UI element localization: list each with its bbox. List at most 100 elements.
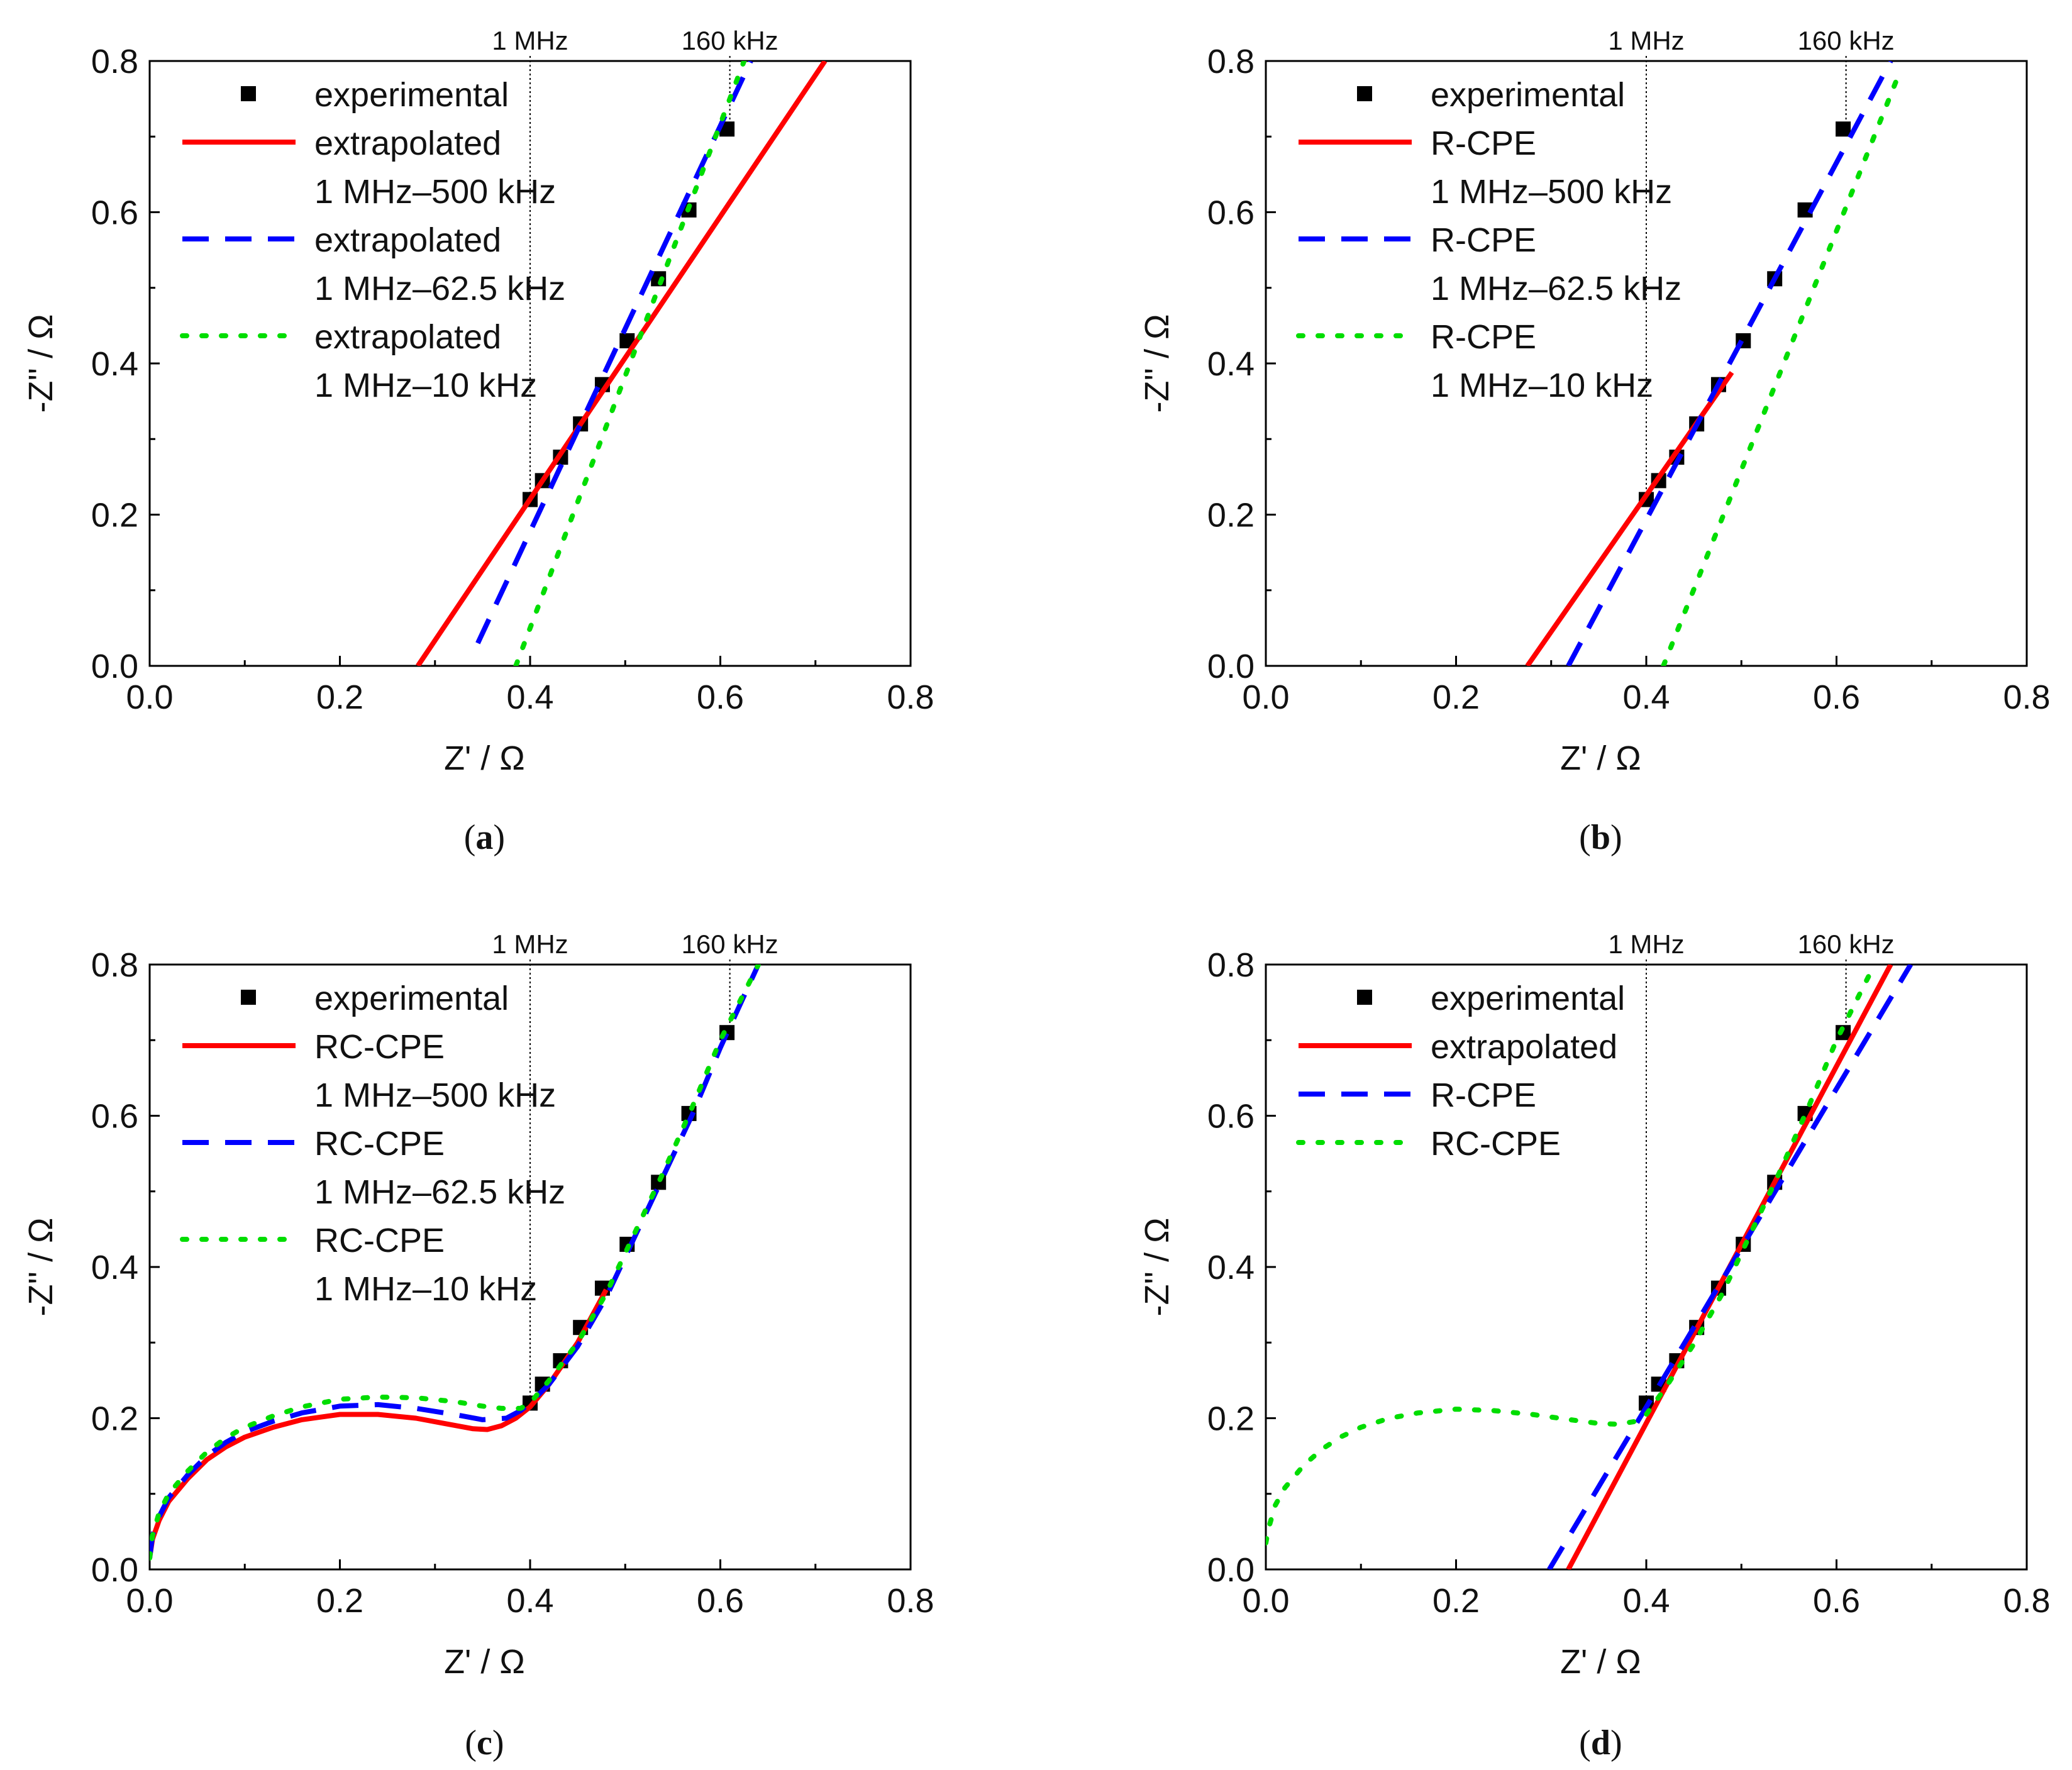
legend-label: experimental xyxy=(314,76,509,114)
y-tick-label: 0.2 xyxy=(91,1400,138,1438)
x-tick-label: 0.8 xyxy=(2003,1582,2050,1620)
legend-label: R-CPE xyxy=(1431,124,1536,162)
y-tick-label: 0.0 xyxy=(1207,1551,1255,1589)
x-tick-label: 0.2 xyxy=(316,1582,363,1620)
frequency-label: 1 MHz xyxy=(492,929,568,959)
y-tick-label: 0.4 xyxy=(1207,1249,1255,1286)
x-axis-title: Z' / Ω xyxy=(444,739,525,777)
panel-b: 0.0 0.2 0.4 0.6 0.8 0.0 0.2 0.4 0.6 0.8 Z' / Ω -Z''… xyxy=(1138,26,2051,857)
legend-label: RC-CPE xyxy=(1431,1125,1561,1163)
y-tick-label: 0.6 xyxy=(1207,194,1255,232)
y-tick-label: 0.0 xyxy=(1207,648,1255,685)
x-tick-label: 0.8 xyxy=(887,1582,934,1620)
y-tick-label: 0.8 xyxy=(91,43,138,80)
legend-label: extrapolated xyxy=(314,124,501,162)
x-axis-title: Z' / Ω xyxy=(1560,1643,1641,1681)
caption-close: ) xyxy=(492,1723,504,1762)
caption-close: ) xyxy=(1610,818,1622,857)
caption-close: ) xyxy=(1610,1723,1622,1762)
legend: experimental R-CPE 1 MHz–500 kHz R-CPE 1 MHz… xyxy=(1296,76,1681,404)
x-tick-label: 0.0 xyxy=(1242,678,1289,716)
series-line-dashed xyxy=(475,61,753,644)
y-tick-label: 0.8 xyxy=(1207,43,1255,80)
frequency-label: 160 kHz xyxy=(682,929,778,959)
legend-label: RC-CPE xyxy=(314,1222,445,1259)
x-tick-label: 0.0 xyxy=(1242,1582,1289,1620)
x-axis-title: Z' / Ω xyxy=(444,1643,525,1681)
x-tick-label: 0.2 xyxy=(316,678,363,716)
y-tick-label: 0.6 xyxy=(1207,1098,1255,1136)
x-tick-label: 0.8 xyxy=(2003,678,2050,716)
x-tick-label: 0.4 xyxy=(1622,1582,1670,1620)
legend-label: extrapolated xyxy=(314,318,501,356)
legend-label: 1 MHz–500 kHz xyxy=(1431,173,1672,211)
legend-label: 1 MHz–10 kHz xyxy=(314,1270,537,1308)
y-axis-title: -Z'' / Ω xyxy=(22,1218,60,1317)
axes-frame xyxy=(1265,963,2028,1571)
legend-label: 1 MHz–500 kHz xyxy=(314,1076,556,1114)
series-line-dotted xyxy=(150,965,761,1561)
panel-d: 0.0 0.2 0.4 0.6 0.8 0.0 0.2 0.4 0.6 0.8 Z' / Ω -Z''… xyxy=(1138,929,2051,1762)
x-tick-label: 0.2 xyxy=(1432,678,1480,716)
caption-letter: c xyxy=(477,1723,492,1762)
caption-letter: d xyxy=(1591,1723,1610,1762)
legend-label: 1 MHz–62.5 kHz xyxy=(314,1173,565,1211)
caption-close: ) xyxy=(493,818,505,857)
legend-label: experimental xyxy=(314,980,509,1017)
y-tick-label: 0.0 xyxy=(91,648,138,685)
frequency-label: 160 kHz xyxy=(1798,26,1895,55)
plot-area xyxy=(1266,965,1913,1569)
x-tick-label: 0.6 xyxy=(697,1582,744,1620)
panel-a: 0.0 0.2 0.4 0.6 0.8 0.0 0.2 0.4 0.6 0.8 Z' / Ω -Z''… xyxy=(22,26,934,857)
frequency-label: 160 kHz xyxy=(1798,929,1895,959)
frequency-label: 160 kHz xyxy=(682,26,778,55)
y-tick-label: 0.4 xyxy=(91,1249,138,1286)
series-line-dashed xyxy=(1566,61,1893,666)
series-line-dotted xyxy=(1661,66,1904,666)
x-tick-label: 0.4 xyxy=(506,1582,553,1620)
x-tick-label: 0.4 xyxy=(1622,678,1670,716)
plot-area xyxy=(416,61,828,666)
y-tick-label: 0.6 xyxy=(91,1098,138,1136)
caption-open: ( xyxy=(464,818,476,857)
x-tick-label: 0.6 xyxy=(1813,1582,1860,1620)
caption-letter: b xyxy=(1591,818,1610,857)
y-axis-title: -Z'' / Ω xyxy=(1138,314,1176,413)
panel-caption: (b) xyxy=(1579,818,1622,857)
caption-open: ( xyxy=(1579,1723,1591,1762)
caption-letter: a xyxy=(475,818,493,857)
plot-area xyxy=(150,965,761,1561)
legend-symbol-square xyxy=(1357,86,1372,101)
y-tick-label: 0.2 xyxy=(1207,1400,1255,1438)
y-axis-title: -Z'' / Ω xyxy=(1138,1218,1176,1317)
legend-symbol-square xyxy=(241,86,256,101)
caption-open: ( xyxy=(1579,818,1591,857)
legend-label: 1 MHz–500 kHz xyxy=(314,173,556,211)
x-tick-label: 0.2 xyxy=(1432,1582,1480,1620)
x-tick-label: 0.4 xyxy=(506,678,553,716)
y-axis-title: -Z'' / Ω xyxy=(22,314,60,413)
series-line-dotted xyxy=(1266,965,1877,1546)
legend-label: 1 MHz–10 kHz xyxy=(314,367,537,404)
plot-area xyxy=(1525,61,1904,666)
legend: experimental extrapolated R-CPE RC-CPE xyxy=(1296,980,1625,1163)
legend-label: extrapolated xyxy=(1431,1028,1617,1066)
y-tick-label: 0.6 xyxy=(91,194,138,232)
axes-frame xyxy=(148,60,912,667)
x-tick-label: 0.6 xyxy=(697,678,744,716)
legend: experimental RC-CPE 1 MHz–500 kHz RC-CPE 1 M… xyxy=(180,980,565,1308)
legend-label: 1 MHz–62.5 kHz xyxy=(1431,270,1681,307)
series-line-dotted xyxy=(513,61,747,666)
axes-frame xyxy=(148,963,912,1571)
x-tick-label: 0.8 xyxy=(887,678,934,716)
y-tick-label: 0.2 xyxy=(91,497,138,534)
legend-label: RC-CPE xyxy=(314,1125,445,1163)
legend-symbol-square xyxy=(241,990,256,1005)
panel-caption: (c) xyxy=(465,1723,504,1762)
panel-c: 0.0 0.2 0.4 0.6 0.8 0.0 0.2 0.4 0.6 0.8 Z' / Ω -Z''… xyxy=(22,929,934,1762)
frequency-label: 1 MHz xyxy=(492,26,568,55)
legend-symbol-square xyxy=(1357,990,1372,1005)
y-tick-label: 0.4 xyxy=(91,345,138,383)
panel-caption: (d) xyxy=(1579,1723,1622,1762)
